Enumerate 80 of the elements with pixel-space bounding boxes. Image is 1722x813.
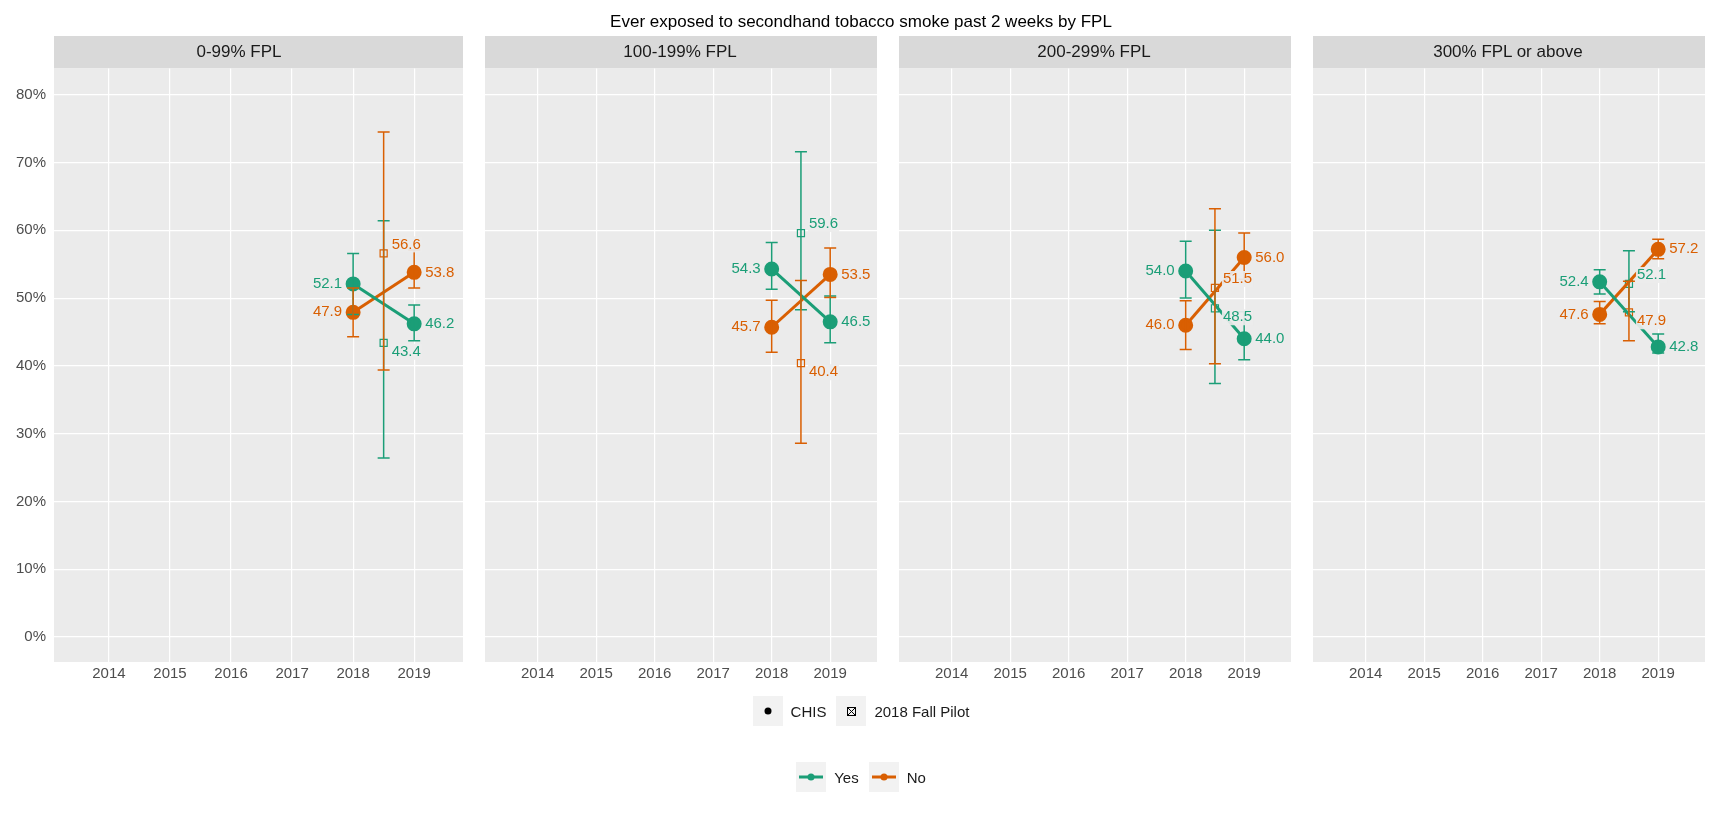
point [1592,306,1608,322]
x-tick-label: 2015 [1407,664,1441,682]
data-label: 47.9 [312,302,343,320]
data-label: 46.2 [425,314,455,332]
y-tick-label: 10% [15,559,47,577]
x-tick-label: 2018 [1169,664,1203,682]
data-label: 53.8 [425,262,455,280]
x-tick-label: 2015 [993,664,1027,682]
x-tick-label: 2016 [1051,664,1086,682]
y-tick-label: 50% [15,288,47,306]
data-label: 44.0 [1255,328,1285,346]
point [764,319,780,335]
data-label: 46.0 [1145,315,1175,333]
point [1592,274,1608,290]
x-tick-label: 2018 [755,664,789,682]
x-tick-label: 2018 [336,664,370,682]
legend-label: No [906,768,926,786]
x-tick-label: 2015 [153,664,187,682]
x-tick-label: 2014 [1348,664,1383,682]
data-label: 52.1 [1636,265,1667,283]
chart-title: 0-99% FPL [196,41,282,61]
text: Ever exposed to secondhand tobacco smoke past 2 weeks by FPL [609,11,1113,33]
data-label: 46.5 [841,311,871,329]
point [1178,263,1194,279]
data-label: 40.4 [808,362,839,380]
data-label: 47.9 [1636,311,1667,329]
y-tick-label: 60% [15,220,47,238]
point [1178,317,1194,333]
x-tick-label: 2014 [92,664,126,682]
x-tick-label: 2018 [1583,664,1617,682]
y-tick-label: 0% [24,627,47,645]
point [1624,308,1634,317]
legend-label: Yes [834,768,859,786]
point [764,261,780,277]
x-tick-label: 2019 [1641,664,1675,682]
text: CHIS [790,702,827,720]
chart-title: 200-299% FPL [1037,41,1151,61]
x-tick-label: 2014 [934,664,969,682]
x-tick-label: 2019 [397,664,431,682]
y-tick-label: 30% [15,423,47,441]
y-tick-label: 40% [15,356,47,374]
x-tick-label: 2019 [813,664,847,682]
text: 2018 Fall Pilot [874,702,970,720]
data-label: 45.7 [731,317,761,335]
x-tick-label: 2016 [1465,664,1500,682]
data-label: 57.2 [1669,239,1699,257]
x-tick-label: 2017 [1524,664,1558,682]
data-label: 42.8 [1669,337,1699,355]
data-label: 59.6 [808,214,839,232]
x-tick-label: 2017 [696,664,730,682]
chart-title: 100-199% FPL [623,41,737,61]
x-tick-label: 2017 [275,664,309,682]
data-label: 52.4 [1559,271,1589,289]
data-label: 43.4 [391,341,421,359]
chart-title: 300% FPL or above [1433,41,1583,61]
point [1210,283,1220,293]
data-label: 48.5 [1222,307,1253,325]
point [1210,304,1220,313]
x-tick-label: 2017 [1110,664,1144,682]
x-tick-label: 2016 [214,664,248,682]
point [379,249,388,258]
x-tick-label: 2014 [520,664,555,682]
data-label: 54.0 [1145,261,1175,279]
data-label: 54.3 [731,259,761,277]
y-tick-label: 70% [15,152,47,170]
point [379,338,388,347]
x-tick-label: 2016 [637,664,672,682]
data-label: 52.1 [312,274,343,292]
data-label: 47.6 [1559,304,1589,322]
point [796,228,806,238]
point [796,359,806,368]
y-tick-label: 20% [15,491,47,509]
x-tick-label: 2019 [1227,664,1261,682]
data-label: 51.5 [1222,269,1253,287]
data-label: 56.0 [1255,247,1285,265]
y-tick-label: 80% [15,84,47,102]
data-label: 53.5 [841,264,871,282]
data-label: 56.6 [391,234,421,252]
x-tick-label: 2015 [579,664,613,682]
point [1624,279,1634,289]
